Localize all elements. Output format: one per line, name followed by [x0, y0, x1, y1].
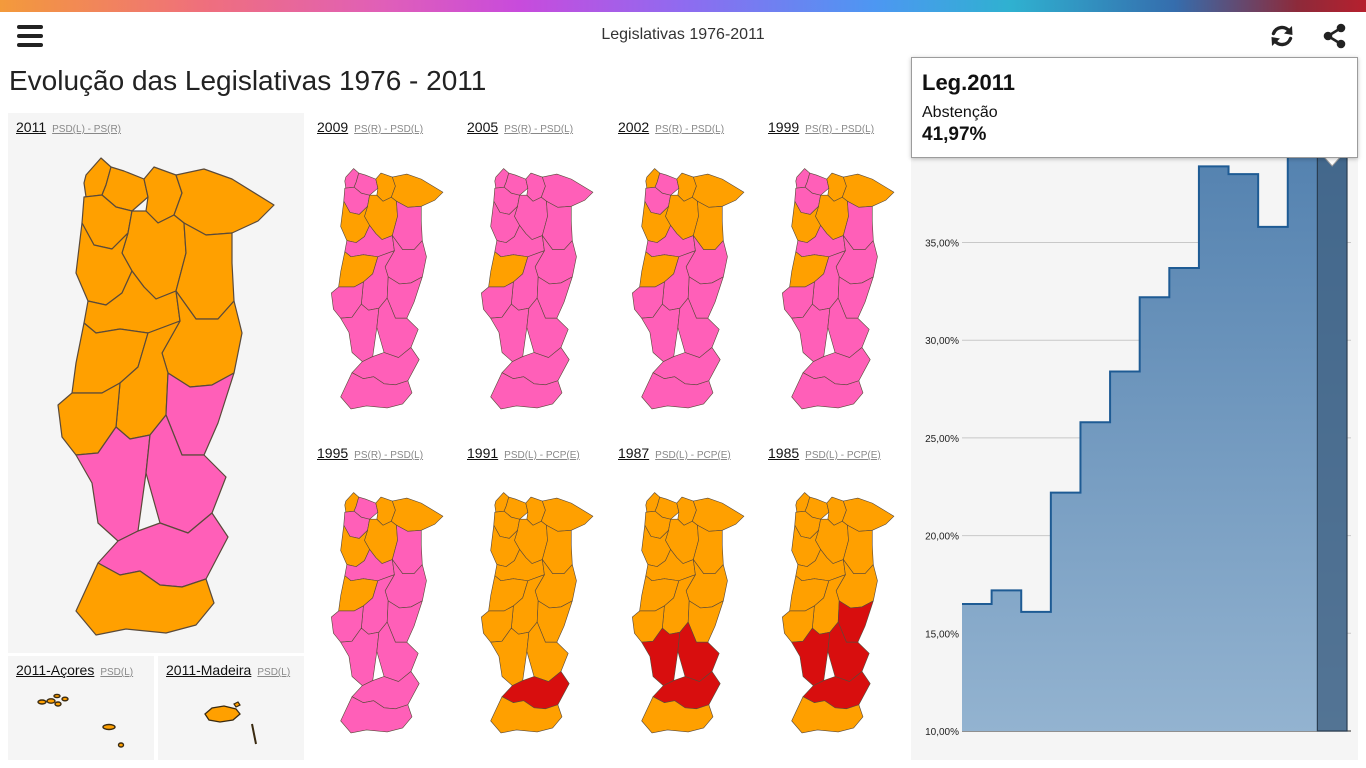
map-result-link[interactable]: PSD(L): [100, 667, 134, 678]
map-result-link[interactable]: PS(R) - PSD(L): [504, 124, 574, 135]
district-faro[interactable]: [340, 696, 413, 734]
district-evora[interactable]: [677, 297, 720, 358]
map-portugal-1987[interactable]: [621, 490, 745, 736]
map-result-link[interactable]: PS(R) - PSD(L): [354, 124, 424, 135]
map-year-link[interactable]: 1995: [317, 445, 349, 461]
map-portugal-1999[interactable]: [771, 166, 895, 412]
district-faro[interactable]: [490, 372, 563, 410]
map-portugal-2011[interactable]: [36, 153, 276, 641]
chart-step[interactable]: [992, 590, 1022, 731]
map-portugal-2005[interactable]: [470, 166, 594, 412]
district-evora[interactable]: [376, 621, 419, 682]
map-result-link[interactable]: PSD(L) - PCP(E): [655, 450, 731, 461]
map-result-link[interactable]: PSD(L) - PS(R): [52, 124, 122, 135]
chart-step[interactable]: [1140, 297, 1170, 731]
y-tick-label: 15,00%: [925, 629, 959, 640]
map-portugal-1995[interactable]: [320, 490, 444, 736]
abstention-area: [962, 106, 1347, 731]
chart-step[interactable]: [1021, 612, 1051, 731]
district-faro[interactable]: [340, 372, 413, 410]
map-title-1985: 1985 PSD(L) - PCP(E): [768, 445, 881, 461]
map-result-link[interactable]: PS(R) - PSD(L): [354, 450, 424, 461]
map-result-link[interactable]: PS(R) - PSD(L): [655, 124, 725, 135]
map-title-1999: 1999 PS(R) - PSD(L): [768, 119, 874, 135]
map-year-link[interactable]: 2002: [618, 119, 650, 135]
district-evora[interactable]: [677, 621, 720, 682]
map-result-link[interactable]: PSD(L): [257, 667, 291, 678]
app-bar: Legislativas 1976-2011: [0, 12, 1366, 60]
map-title-1995: 1995 PS(R) - PSD(L): [317, 445, 423, 461]
map-title-2005: 2005 PS(R) - PSD(L): [467, 119, 573, 135]
refresh-icon[interactable]: [1268, 22, 1296, 50]
district-faro[interactable]: [791, 696, 864, 734]
district-faro[interactable]: [641, 696, 714, 734]
share-icon[interactable]: [1321, 22, 1349, 50]
chart-step[interactable]: [1051, 493, 1081, 731]
chart-step[interactable]: [1288, 139, 1318, 731]
chart-step[interactable]: [1258, 227, 1288, 731]
app-title: Legislativas 1976-2011: [601, 26, 765, 43]
chart-step[interactable]: [962, 604, 992, 731]
district-evora[interactable]: [827, 297, 870, 358]
map-portugal-1985[interactable]: [771, 490, 895, 736]
district-faro[interactable]: [490, 696, 563, 734]
chart-step[interactable]: [1169, 268, 1199, 731]
map-year-link[interactable]: 2011: [16, 119, 47, 135]
map-title-2009: 2009 PS(R) - PSD(L): [317, 119, 423, 135]
page-title: Evolução das Legislativas 1976 - 2011: [9, 65, 487, 96]
district-faro[interactable]: [641, 372, 714, 410]
district-evora[interactable]: [827, 621, 870, 682]
district-faro[interactable]: [791, 372, 864, 410]
tooltip-value: 41,97%: [922, 124, 987, 145]
district-evora[interactable]: [145, 414, 227, 534]
map-year-link[interactable]: 1991: [467, 445, 499, 461]
district-evora[interactable]: [526, 621, 569, 682]
chart-tooltip: Leg.2011 Abstenção 41,97%: [911, 57, 1358, 158]
y-tick-label: 20,00%: [925, 532, 959, 543]
chart-step[interactable]: [1229, 174, 1259, 731]
y-tick-label: 35,00%: [925, 239, 959, 250]
map-year-link[interactable]: 2011-Madeira: [166, 662, 252, 678]
map-title-madeira: 2011-Madeira PSD(L): [166, 662, 290, 678]
y-tick-label: 10,00%: [925, 727, 959, 738]
abstention-step-chart[interactable]: 10,00%15,00%20,00%25,00%30,00%35,00%40,0…: [911, 58, 1358, 760]
map-year-link[interactable]: 1985: [768, 445, 800, 461]
map-title-1987: 1987 PSD(L) - PCP(E): [618, 445, 731, 461]
district-evora[interactable]: [376, 297, 419, 358]
map-result-link[interactable]: PS(R) - PSD(L): [805, 124, 875, 135]
map-year-link[interactable]: 2009: [317, 119, 349, 135]
map-portugal-2002[interactable]: [621, 166, 745, 412]
district-faro[interactable]: [75, 562, 215, 636]
map-portugal-1991[interactable]: [470, 490, 594, 736]
map-year-link[interactable]: 1987: [618, 445, 650, 461]
map-year-link[interactable]: 2011-Açores: [16, 662, 95, 678]
chart-step[interactable]: [1199, 166, 1229, 731]
y-tick-label: 30,00%: [925, 336, 959, 347]
tooltip-label: Abstenção: [922, 104, 998, 121]
y-tick-label: 25,00%: [925, 434, 959, 445]
map-year-link[interactable]: 1999: [768, 119, 800, 135]
map-title-1991: 1991 PSD(L) - PCP(E): [467, 445, 580, 461]
abstention-line: [962, 105, 1347, 613]
hamburger-menu-icon[interactable]: [17, 25, 43, 47]
district-evora[interactable]: [526, 297, 569, 358]
map-portugal-2009[interactable]: [320, 166, 444, 412]
map-title-acores: 2011-Açores PSD(L): [16, 662, 133, 678]
chart-step[interactable]: [1110, 371, 1140, 731]
chart-step[interactable]: [1080, 422, 1110, 731]
map-year-link[interactable]: 2005: [467, 119, 499, 135]
map-panel-acores: [8, 656, 154, 760]
highlighted-step[interactable]: [1316, 105, 1348, 732]
map-result-link[interactable]: PSD(L) - PCP(E): [805, 450, 881, 461]
top-gradient-bar: [0, 0, 1366, 12]
tooltip-title: Leg.2011: [922, 70, 1015, 95]
map-acores[interactable]: [30, 690, 140, 750]
map-title-2002: 2002 PS(R) - PSD(L): [618, 119, 724, 135]
map-title-2011: 2011 PSD(L) - PS(R): [16, 119, 121, 135]
map-madeira[interactable]: [200, 700, 270, 750]
map-result-link[interactable]: PSD(L) - PCP(E): [504, 450, 580, 461]
